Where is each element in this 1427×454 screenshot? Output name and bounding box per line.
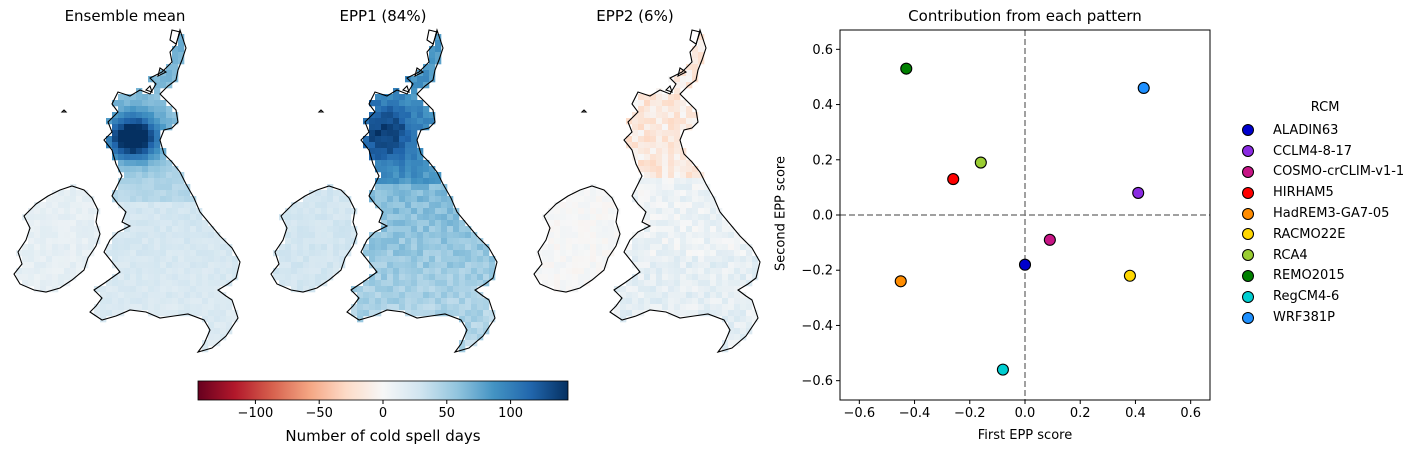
x-tick-label: 0.0	[1015, 406, 1036, 421]
legend-item: RCA4	[1236, 245, 1404, 266]
x-axis-label: First EPP score	[977, 428, 1073, 443]
x-tick-label: −0.6	[844, 406, 876, 421]
legend-marker	[1242, 290, 1254, 303]
y-tick-label: 0.2	[812, 153, 833, 168]
maps-panel	[13, 28, 761, 353]
point-hadrem3-ga7-05	[894, 275, 907, 288]
map-cells	[273, 34, 496, 353]
x-tick-label: −0.2	[954, 406, 986, 421]
legend-item: RACMO22E	[1236, 224, 1404, 245]
colorbar-tick-label: −100	[238, 406, 274, 421]
legend-title: RCM	[1310, 100, 1340, 115]
legend-item: RegCM4-6	[1236, 286, 1404, 307]
legend-marker	[1242, 311, 1254, 324]
legend-marker	[1242, 228, 1254, 241]
coastline	[533, 28, 761, 353]
legend: RCM ALADIN63 CCLM4-8-17 COSMO-crCLIM-v1-1 H…	[1236, 100, 1404, 328]
legend-marker	[1242, 207, 1254, 220]
legend-label: HadREM3-GA7-05	[1273, 206, 1390, 222]
y-tick-label: 0.4	[812, 98, 833, 113]
coastline	[13, 28, 241, 353]
legend-item: CCLM4-8-17	[1236, 141, 1404, 162]
point-racmo22e	[1123, 269, 1136, 282]
y-tick-label: 0.0	[812, 209, 833, 224]
scatter-title: Contribution from each pattern	[908, 7, 1142, 25]
y-tick-label: 0.6	[812, 43, 833, 58]
legend-marker	[1242, 186, 1254, 199]
legend-label: COSMO-crCLIM-v1-1	[1273, 164, 1405, 180]
x-tick-label: −0.4	[899, 406, 931, 421]
point-regcm4-6	[996, 363, 1009, 376]
legend-marker	[1242, 145, 1254, 158]
legend-marker	[1242, 249, 1254, 262]
scatter-plot: −0.6 −0.6 −0.4 −0.4 −0.2 −0.2 0.0 0.0 0.2 0.2 0.4 0…	[801, 29, 1211, 421]
legend-label: ALADIN63	[1273, 122, 1339, 138]
point-cosmo-crclim-v1-1	[1043, 233, 1056, 246]
legend-label: RACMO22E	[1273, 226, 1346, 242]
map-cells	[536, 34, 759, 353]
legend-item: COSMO-crCLIM-v1-1	[1236, 162, 1404, 183]
legend-marker	[1242, 124, 1254, 137]
y-axis-label: Second EPP score	[773, 156, 789, 271]
colorbar-tick-label: 50	[439, 406, 456, 421]
point-cclm4-8-17	[1132, 186, 1145, 199]
legend-marker	[1242, 269, 1254, 282]
legend-label: HIRHAM5	[1273, 185, 1334, 201]
legend-item: REMO2015	[1236, 266, 1404, 287]
x-tick-label: 0.4	[1125, 406, 1146, 421]
legend-label: RegCM4-6	[1273, 289, 1340, 305]
point-rca4	[974, 156, 987, 169]
y-tick-label: −0.4	[801, 319, 833, 334]
map-title-epp1: EPP1 (84%)	[339, 7, 427, 25]
x-tick-label: 0.2	[1070, 406, 1091, 421]
legend-label: REMO2015	[1273, 268, 1345, 284]
point-hirham5	[947, 173, 960, 186]
legend-item: HadREM3-GA7-05	[1236, 203, 1404, 224]
colorbar-tick-label: −50	[305, 406, 332, 421]
colorbar-gradient	[197, 380, 569, 401]
colorbar-tick-label: 0	[379, 406, 387, 421]
colorbar: −100 −50 0 50 100	[197, 380, 569, 421]
legend-label: RCA4	[1273, 247, 1308, 263]
legend-marker	[1242, 165, 1254, 178]
colorbar-label: Number of cold spell days	[285, 427, 481, 445]
y-tick-label: −0.2	[801, 264, 833, 279]
map-cells	[16, 34, 239, 353]
map-epp1	[270, 28, 498, 353]
y-tick-label: −0.6	[801, 374, 833, 389]
legend-label: WRF381P	[1273, 310, 1336, 326]
map-title-ensemble-mean: Ensemble mean	[64, 7, 186, 25]
coastline	[270, 28, 498, 353]
map-epp2	[533, 28, 761, 353]
colorbar-tick-label: 100	[498, 406, 523, 421]
point-remo2015	[900, 62, 913, 75]
legend-item: HIRHAM5	[1236, 182, 1404, 203]
legend-label: CCLM4-8-17	[1273, 143, 1353, 159]
map-title-epp2: EPP2 (6%)	[596, 7, 674, 25]
point-wrf381p	[1137, 81, 1150, 95]
legend-item: WRF381P	[1236, 307, 1404, 328]
map-mean	[13, 28, 241, 353]
legend-item: ALADIN63	[1236, 120, 1404, 141]
point-aladin63	[1018, 258, 1032, 271]
x-tick-label: 0.6	[1180, 406, 1201, 421]
